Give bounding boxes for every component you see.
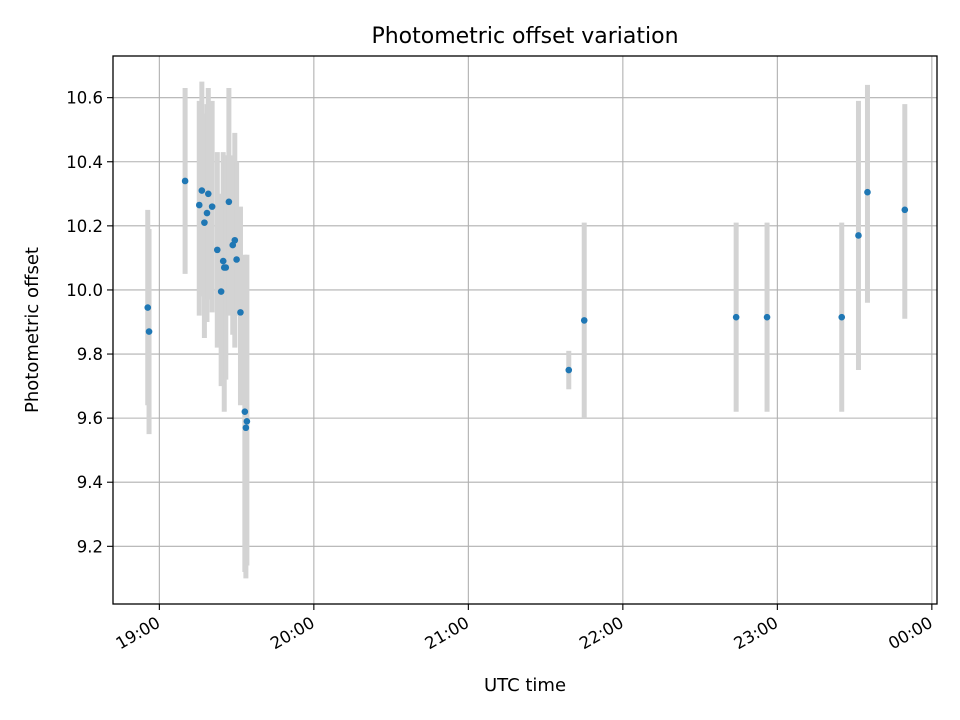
data-point bbox=[195, 201, 203, 209]
data-point bbox=[732, 313, 740, 321]
data-point bbox=[219, 257, 227, 265]
grid bbox=[113, 56, 937, 604]
data-point bbox=[145, 328, 153, 335]
data-point bbox=[855, 232, 862, 239]
x-axis-label: UTC time bbox=[484, 675, 566, 696]
data-point bbox=[225, 198, 233, 206]
data-point bbox=[213, 246, 221, 254]
data-point bbox=[208, 203, 216, 210]
y-tick-label: 9.8 bbox=[77, 345, 103, 364]
data-points bbox=[144, 177, 909, 432]
chart-title: Photometric offset variation bbox=[371, 24, 678, 49]
data-point bbox=[203, 209, 211, 217]
data-point bbox=[233, 256, 240, 263]
data-point bbox=[201, 219, 208, 226]
data-point bbox=[181, 177, 189, 185]
y-tick-label: 10.4 bbox=[66, 153, 103, 172]
data-point bbox=[144, 304, 152, 311]
data-point bbox=[242, 424, 250, 432]
data-point bbox=[204, 190, 212, 198]
data-point bbox=[763, 313, 771, 321]
data-point bbox=[565, 366, 573, 374]
y-tick-label: 9.6 bbox=[77, 409, 103, 428]
data-point bbox=[243, 418, 251, 425]
data-point bbox=[580, 317, 588, 324]
data-point bbox=[864, 188, 871, 196]
data-point bbox=[838, 313, 846, 321]
y-tick-label: 10.6 bbox=[66, 89, 103, 108]
y-tick-label: 10.2 bbox=[66, 217, 103, 236]
y-axis-label: Photometric offset bbox=[22, 247, 43, 413]
data-point bbox=[237, 309, 244, 316]
data-point bbox=[241, 408, 249, 416]
y-tick-label: 9.4 bbox=[77, 473, 103, 492]
data-point bbox=[198, 187, 206, 194]
data-point bbox=[217, 288, 225, 295]
data-point bbox=[901, 206, 909, 214]
y-tick-label: 9.2 bbox=[77, 537, 103, 556]
plot-frame bbox=[112, 55, 938, 605]
y-tick-label: 10.0 bbox=[66, 281, 103, 300]
data-point bbox=[222, 264, 230, 271]
data-point bbox=[231, 236, 239, 244]
